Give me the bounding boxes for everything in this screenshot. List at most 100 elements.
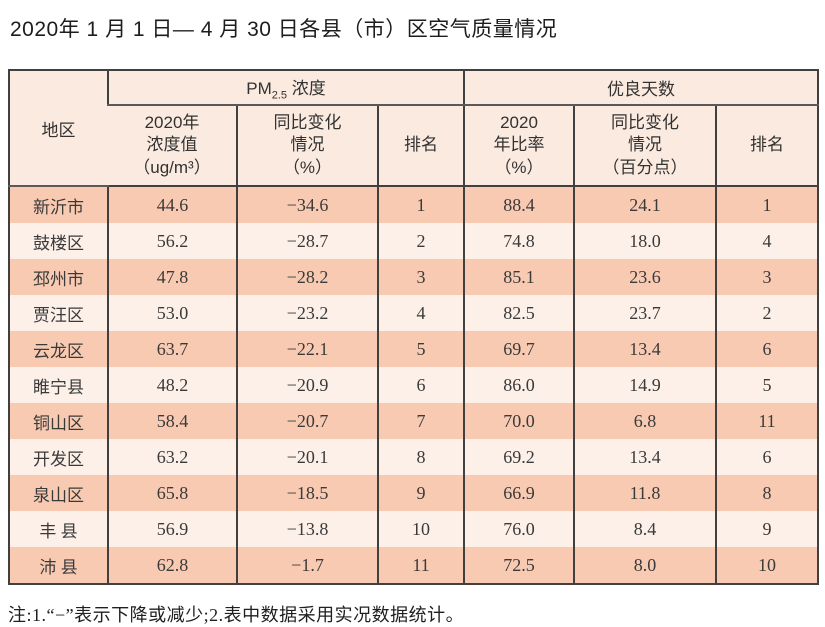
cell-pm-rank: 5 bbox=[377, 331, 464, 367]
table-header: 地区 PM2.5 浓度 优良天数 2020年 浓度值 （ug/m³） 同比变化 … bbox=[9, 70, 818, 187]
cell-good-change: 23.6 bbox=[573, 259, 716, 295]
page-title: 2020年 1 月 1 日— 4 月 30 日各县（市）区空气质量情况 bbox=[10, 18, 558, 41]
cell-pm-rank: 11 bbox=[377, 547, 464, 584]
air-quality-table: 地区 PM2.5 浓度 优良天数 2020年 浓度值 （ug/m³） 同比变化 … bbox=[8, 69, 819, 585]
pm25-label-subscript: 2.5 bbox=[271, 89, 288, 102]
table-row: 睢宁县 48.2 −20.9 6 86.0 14.9 5 bbox=[9, 367, 818, 403]
header-pm-value: 2020年 浓度值 （ug/m³） bbox=[108, 105, 237, 187]
cell-pm-change: −20.7 bbox=[236, 403, 378, 439]
header-pm-change: 同比变化 情况 （%） bbox=[236, 105, 378, 187]
cell-good-change: 13.4 bbox=[573, 439, 716, 475]
cell-good-ratio: 66.9 bbox=[463, 475, 574, 511]
cell-pm-value: 56.9 bbox=[107, 511, 237, 547]
cell-pm-rank: 10 bbox=[377, 511, 464, 547]
cell-region: 新沂市 bbox=[9, 186, 108, 223]
header-group-pm25: PM2.5 浓度 bbox=[107, 70, 464, 106]
table-row: 开发区 63.2 −20.1 8 69.2 13.4 6 bbox=[9, 439, 818, 475]
table-row: 鼓楼区 56.2 −28.7 2 74.8 18.0 4 bbox=[9, 223, 818, 259]
cell-pm-value: 56.2 bbox=[107, 223, 237, 259]
cell-pm-rank: 3 bbox=[377, 259, 464, 295]
header-sub-row: 2020年 浓度值 （ug/m³） 同比变化 情况 （%） 排名 2020 年比… bbox=[9, 105, 818, 187]
cell-pm-value: 62.8 bbox=[107, 547, 237, 584]
cell-good-rank: 1 bbox=[715, 186, 818, 223]
cell-good-rank: 5 bbox=[715, 367, 818, 403]
cell-good-change: 23.7 bbox=[573, 295, 716, 331]
table-body: 新沂市 44.6 −34.6 1 88.4 24.1 1 鼓楼区 56.2 −28.7 2 74.8 1… bbox=[9, 186, 818, 584]
cell-good-rank: 9 bbox=[715, 511, 818, 547]
cell-good-rank: 6 bbox=[715, 331, 818, 367]
cell-good-ratio: 69.2 bbox=[463, 439, 574, 475]
cell-pm-rank: 2 bbox=[377, 223, 464, 259]
cell-good-rank: 6 bbox=[715, 439, 818, 475]
cell-pm-change: −20.9 bbox=[236, 367, 378, 403]
cell-good-ratio: 72.5 bbox=[463, 547, 574, 584]
cell-pm-change: −28.2 bbox=[236, 259, 378, 295]
header-good-change: 同比变化 情况 （百分点） bbox=[573, 105, 716, 187]
cell-good-ratio: 85.1 bbox=[463, 259, 574, 295]
cell-pm-change: −18.5 bbox=[236, 475, 378, 511]
cell-pm-rank: 4 bbox=[377, 295, 464, 331]
cell-good-change: 11.8 bbox=[573, 475, 716, 511]
cell-region: 沛 县 bbox=[9, 547, 108, 584]
cell-good-ratio: 76.0 bbox=[463, 511, 574, 547]
cell-region: 睢宁县 bbox=[9, 367, 108, 403]
cell-good-change: 24.1 bbox=[573, 186, 716, 223]
cell-pm-rank: 9 bbox=[377, 475, 464, 511]
table-row: 丰 县 56.9 −13.8 10 76.0 8.4 9 bbox=[9, 511, 818, 547]
cell-good-ratio: 74.8 bbox=[463, 223, 574, 259]
cell-good-ratio: 82.5 bbox=[463, 295, 574, 331]
table-row: 铜山区 58.4 −20.7 7 70.0 6.8 11 bbox=[9, 403, 818, 439]
cell-pm-change: −13.8 bbox=[236, 511, 378, 547]
cell-pm-value: 48.2 bbox=[107, 367, 237, 403]
table-row: 贾汪区 53.0 −23.2 4 82.5 23.7 2 bbox=[9, 295, 818, 331]
cell-good-change: 18.0 bbox=[573, 223, 716, 259]
cell-region: 泉山区 bbox=[9, 475, 108, 511]
header-pm-rank: 排名 bbox=[377, 105, 464, 187]
cell-good-change: 8.4 bbox=[573, 511, 716, 547]
cell-region: 云龙区 bbox=[9, 331, 108, 367]
cell-pm-change: −34.6 bbox=[236, 186, 378, 223]
cell-good-ratio: 69.7 bbox=[463, 331, 574, 367]
cell-pm-rank: 1 bbox=[377, 186, 464, 223]
cell-pm-value: 63.2 bbox=[107, 439, 237, 475]
cell-pm-value: 63.7 bbox=[107, 331, 237, 367]
cell-region: 丰 县 bbox=[9, 511, 108, 547]
cell-pm-rank: 8 bbox=[377, 439, 464, 475]
header-group-good-days: 优良天数 bbox=[463, 70, 818, 106]
cell-good-change: 6.8 bbox=[573, 403, 716, 439]
cell-pm-value: 53.0 bbox=[107, 295, 237, 331]
cell-region: 贾汪区 bbox=[9, 295, 108, 331]
cell-pm-rank: 6 bbox=[377, 367, 464, 403]
cell-good-rank: 8 bbox=[715, 475, 818, 511]
header-region: 地区 bbox=[9, 70, 108, 187]
pm25-label-prefix: PM bbox=[246, 78, 272, 98]
table-row: 云龙区 63.7 −22.1 5 69.7 13.4 6 bbox=[9, 331, 818, 367]
cell-good-ratio: 86.0 bbox=[463, 367, 574, 403]
cell-pm-value: 44.6 bbox=[107, 186, 237, 223]
table-row: 新沂市 44.6 −34.6 1 88.4 24.1 1 bbox=[9, 186, 818, 223]
header-group-row: 地区 PM2.5 浓度 优良天数 bbox=[9, 70, 818, 187]
cell-good-rank: 10 bbox=[715, 547, 818, 584]
cell-good-rank: 3 bbox=[715, 259, 818, 295]
cell-pm-change: −23.2 bbox=[236, 295, 378, 331]
cell-pm-value: 47.8 bbox=[107, 259, 237, 295]
table-row: 沛 县 62.8 −1.7 11 72.5 8.0 10 bbox=[9, 547, 818, 584]
cell-good-rank: 11 bbox=[715, 403, 818, 439]
cell-region: 开发区 bbox=[9, 439, 108, 475]
cell-pm-value: 65.8 bbox=[107, 475, 237, 511]
cell-pm-change: −28.7 bbox=[236, 223, 378, 259]
cell-pm-change: −20.1 bbox=[236, 439, 378, 475]
cell-region: 邳州市 bbox=[9, 259, 108, 295]
cell-region: 铜山区 bbox=[9, 403, 108, 439]
pm25-label-suffix: 浓度 bbox=[287, 78, 326, 98]
cell-good-ratio: 88.4 bbox=[463, 186, 574, 223]
cell-pm-rank: 7 bbox=[377, 403, 464, 439]
header-good-ratio: 2020 年比率 （%） bbox=[463, 105, 574, 187]
header-good-rank: 排名 bbox=[715, 105, 818, 187]
cell-good-change: 8.0 bbox=[573, 547, 716, 584]
cell-good-rank: 4 bbox=[715, 223, 818, 259]
footnote: 注:1.“−”表示下降或减少;2.表中数据采用实况数据统计。 bbox=[8, 605, 465, 625]
cell-region: 鼓楼区 bbox=[9, 223, 108, 259]
cell-pm-value: 58.4 bbox=[107, 403, 237, 439]
table-row: 泉山区 65.8 −18.5 9 66.9 11.8 8 bbox=[9, 475, 818, 511]
